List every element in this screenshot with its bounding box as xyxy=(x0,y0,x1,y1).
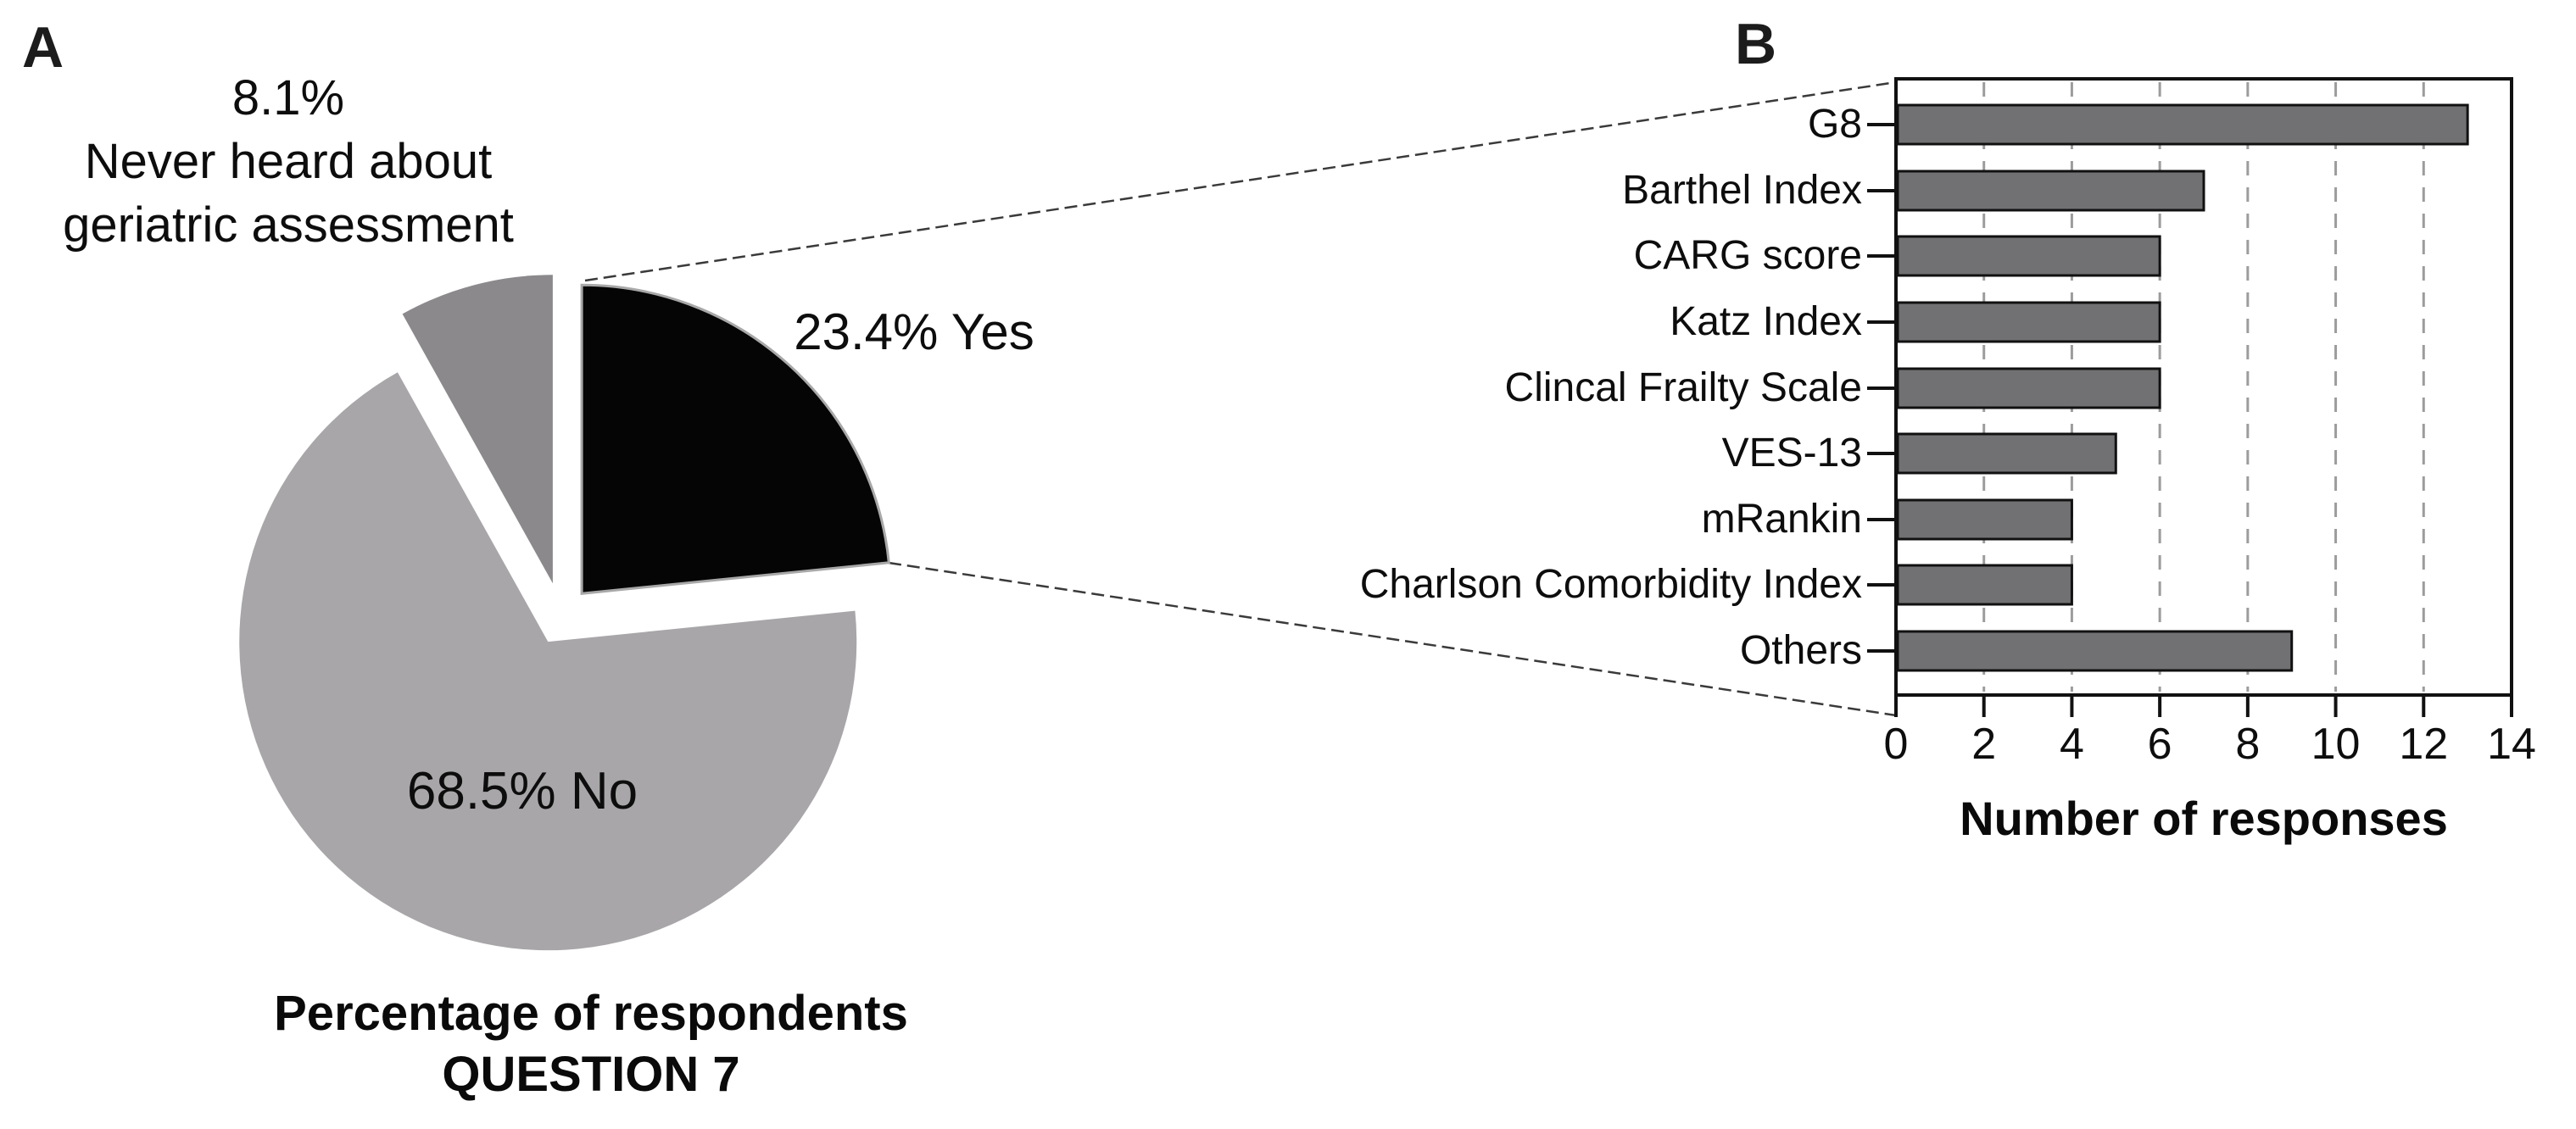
bar-clincal-frailty-scale xyxy=(1896,367,2161,409)
x-tick-label-0: 0 xyxy=(1883,720,1909,769)
pie-slice-never xyxy=(402,275,553,584)
pie-slice-yes xyxy=(580,283,890,595)
pie-chart xyxy=(239,275,890,951)
panel-b-label: B xyxy=(1735,12,1777,76)
x-tick-label-6: 6 xyxy=(2147,720,2172,769)
bar-ves-13 xyxy=(1896,432,2117,475)
bar-katz-index xyxy=(1896,301,2161,343)
bar-category-label-ves-13: VES-13 xyxy=(1721,431,1862,476)
pie-slice-no xyxy=(239,372,857,951)
bar-category-label-barthel-index: Barthel Index xyxy=(1622,168,1862,213)
x-tick-label-12: 12 xyxy=(2399,720,2449,769)
bar-category-label-carg-score: CARG score xyxy=(1633,233,1862,278)
x-tick-label-14: 14 xyxy=(2487,720,2536,769)
bar-mrankin xyxy=(1896,498,2073,541)
bar-g8 xyxy=(1896,103,2469,146)
pie-label-never-heard: 8.1% Never heard about geriatric assessm… xyxy=(17,66,560,257)
x-tick-label-8: 8 xyxy=(2235,720,2261,769)
pie-label-never-heard-pct: 8.1% xyxy=(231,70,345,125)
bar-category-label-charlson-comorbidity-index: Charlson Comorbidity Index xyxy=(1359,562,1862,607)
connector-line-top xyxy=(584,81,1897,282)
panel-a-label: A xyxy=(22,15,64,80)
pie-label-yes: 23.4% Yes xyxy=(794,303,1034,360)
bar-category-label-mrankin: mRankin xyxy=(1701,497,1862,542)
x-tick-label-4: 4 xyxy=(2059,720,2084,769)
x-tick-label-2: 2 xyxy=(1971,720,1997,769)
pie-caption: Percentage of respondents QUESTION 7 xyxy=(252,983,930,1105)
x-tick-label-10: 10 xyxy=(2311,720,2361,769)
pie-label-never-heard-line1: Never heard about xyxy=(84,134,493,189)
bar-carg-score xyxy=(1896,235,2161,277)
bar-category-label-others: Others xyxy=(1739,628,1862,673)
pie-caption-line1: Percentage of respondents xyxy=(274,986,908,1041)
pie-caption-line2: QUESTION 7 xyxy=(442,1047,740,1102)
pie-label-never-heard-line2: geriatric assessment xyxy=(63,197,514,253)
bar-category-label-g8: G8 xyxy=(1807,102,1862,147)
pie-to-bar-connector-lines xyxy=(584,81,1897,717)
bar-category-label-clincal-frailty-scale: Clincal Frailty Scale xyxy=(1504,365,1862,410)
bar-chart-frame-and-ticks xyxy=(1867,77,2513,717)
bar-category-label-katz-index: Katz Index xyxy=(1670,299,1862,344)
bar-chart-x-axis-title: Number of responses xyxy=(1960,792,2448,845)
bar-others xyxy=(1896,630,2294,672)
bar-barthel-index xyxy=(1896,170,2205,212)
bar-chart-bars xyxy=(1896,103,2469,672)
connector-line-bottom xyxy=(888,561,1897,717)
bar-charlson-comorbidity-index xyxy=(1896,564,2073,606)
pie-label-no: 68.5% No xyxy=(406,762,638,820)
